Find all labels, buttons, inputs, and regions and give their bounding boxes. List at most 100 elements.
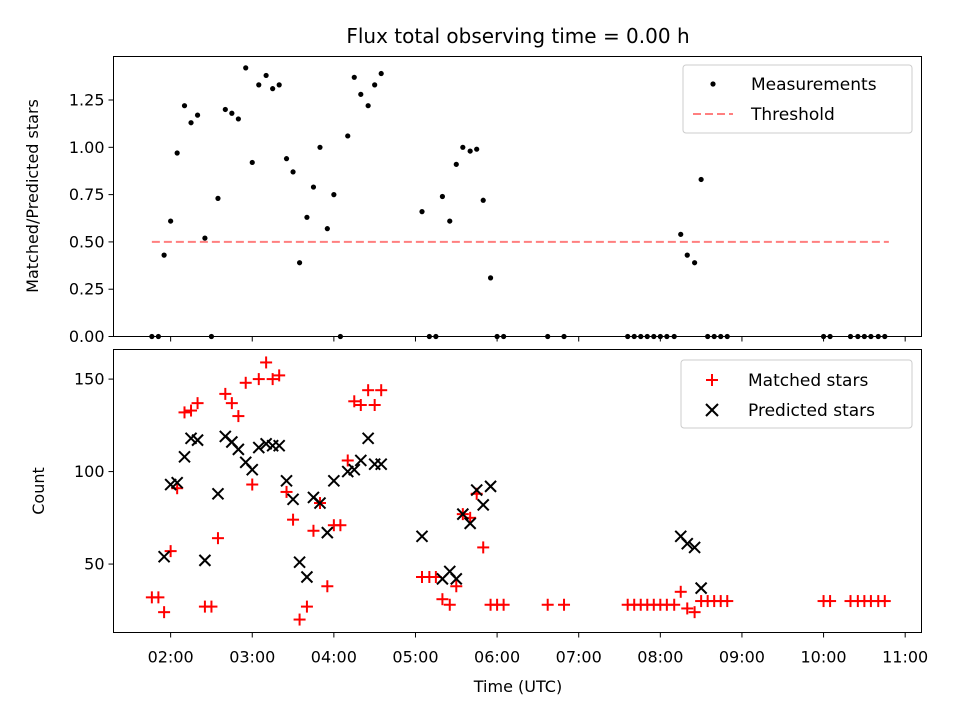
- x-tick-label: 11:00: [882, 648, 928, 667]
- top-plot-frame: [113, 56, 922, 337]
- measurement-point: [235, 116, 241, 122]
- bottom-y-tick-label: 50: [84, 555, 104, 574]
- predicted-star-point: [191, 433, 204, 447]
- legend-predicted-label: Predicted stars: [748, 401, 875, 421]
- x-tick-label: 04:00: [311, 648, 357, 667]
- matched-star-point: [375, 384, 388, 397]
- matched-star-point: [164, 545, 177, 558]
- matched-star-point: [354, 398, 367, 411]
- matched-star-point: [307, 524, 320, 537]
- measurement-point: [276, 82, 282, 88]
- measurement-point: [447, 218, 453, 224]
- measurement-point: [358, 91, 364, 97]
- top-plot-marks: [149, 65, 889, 340]
- predicted-star-point: [232, 443, 245, 456]
- bottom-axes: Count Time (UTC) 50 100 150 02:00 03:00 04:0…: [29, 349, 928, 696]
- top-y-tick-label: 0.00: [69, 327, 105, 346]
- top-legend-box: [682, 64, 913, 134]
- measurement-point: [168, 218, 174, 224]
- predicted-star-point: [456, 507, 470, 521]
- measurement-point: [372, 82, 378, 88]
- measurement-point: [684, 252, 690, 258]
- measurement-point: [692, 260, 698, 266]
- legend-predicted-marker: [705, 403, 719, 417]
- matched-star-point: [477, 541, 490, 554]
- top-y-tick-label: 0.50: [69, 232, 105, 251]
- matched-star-point: [211, 532, 224, 545]
- measurement-point: [453, 161, 459, 167]
- predicted-star-point: [300, 570, 314, 584]
- matched-star-point: [688, 606, 701, 619]
- matched-star-point: [558, 598, 571, 611]
- measurement-point: [243, 65, 249, 71]
- matched-star-point: [178, 406, 191, 419]
- matched-star-point: [436, 593, 449, 606]
- predicted-star-point: [361, 432, 375, 445]
- measurement-point: [378, 70, 384, 77]
- x-tick-label: 05:00: [392, 648, 438, 667]
- measurement-point: [467, 148, 473, 154]
- measurement-point: [283, 156, 290, 162]
- matched-star-point: [152, 591, 165, 604]
- measurement-point: [263, 72, 269, 79]
- predicted-star-point: [178, 450, 191, 463]
- measurement-point: [161, 252, 167, 258]
- measurement-point: [249, 159, 255, 166]
- measurement-point: [270, 86, 276, 92]
- x-tick-label: 07:00: [556, 648, 602, 667]
- predicted-star-point: [463, 517, 477, 530]
- matched-star-point: [443, 598, 456, 611]
- predicted-star-point: [272, 439, 286, 452]
- top-axes: Flux total observing time = 0.00 h Match…: [23, 24, 922, 346]
- predicted-star-point: [313, 496, 327, 510]
- predicted-star-point: [198, 554, 212, 567]
- matched-star-point: [721, 595, 734, 608]
- measurement-point: [317, 144, 323, 150]
- matched-star-point: [280, 485, 293, 498]
- matched-star-point: [219, 387, 232, 400]
- measurement-point: [215, 195, 221, 201]
- measurement-point: [678, 231, 684, 237]
- matched-star-point: [348, 395, 361, 408]
- predicted-star-point: [252, 441, 265, 454]
- measurement-point: [290, 169, 296, 175]
- x-tick-label: 03:00: [229, 648, 275, 667]
- matched-star-point: [541, 598, 554, 611]
- measurement-point: [304, 214, 310, 220]
- x-axis-label: Time (UTC): [473, 677, 562, 696]
- measurement-point: [229, 110, 235, 116]
- predicted-star-point: [688, 541, 701, 554]
- predicted-star-point: [477, 498, 490, 512]
- measurement-point: [345, 133, 351, 139]
- measurement-point: [222, 106, 228, 113]
- matched-star-point: [191, 397, 204, 410]
- predicted-star-point: [286, 493, 300, 506]
- measurement-point: [474, 146, 480, 152]
- bottom-y-tick-label: 150: [74, 370, 105, 389]
- predicted-star-point: [470, 483, 483, 497]
- legend-threshold-label: Threshold: [750, 105, 835, 125]
- matched-star-point: [239, 376, 252, 389]
- x-tick-label: 09:00: [719, 648, 765, 667]
- measurement-point: [487, 275, 494, 281]
- x-tick-label: 02:00: [148, 648, 194, 667]
- matched-star-point: [158, 606, 171, 619]
- measurement-point: [202, 235, 208, 241]
- predicted-star-point: [321, 526, 334, 539]
- matched-star-point: [246, 478, 259, 491]
- measurement-point: [324, 226, 330, 232]
- matched-star-point: [205, 600, 218, 613]
- bottom-y-ticks: 50 100 150: [74, 370, 114, 574]
- matched-star-point: [185, 404, 198, 417]
- bottom-x-ticks: 02:00 03:00 04:00 05:00 06:00 07:00 08:00 09:00…: [148, 632, 928, 667]
- x-tick-label: 06:00: [474, 648, 520, 667]
- matched-star-point: [273, 369, 286, 382]
- predicted-star-point: [484, 480, 497, 493]
- measurement-point: [310, 184, 317, 190]
- bottom-legend: Matched stars Predicted stars: [680, 359, 913, 429]
- matched-star-point: [293, 613, 306, 626]
- legend-measurements-marker: [710, 81, 716, 87]
- top-y-tick-label: 0.25: [69, 280, 105, 299]
- bottom-y-tick-label: 100: [74, 462, 105, 481]
